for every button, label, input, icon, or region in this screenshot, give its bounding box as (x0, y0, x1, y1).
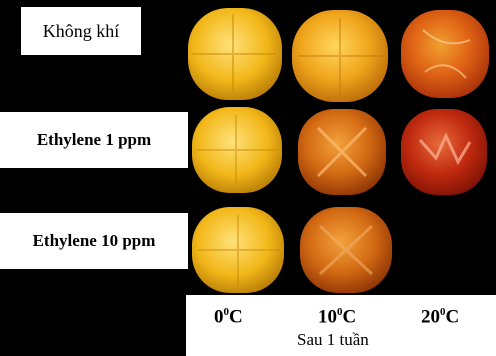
fruit-r3-c2 (300, 207, 392, 293)
fruit-r2-c2 (298, 109, 386, 195)
bottom-label-panel (186, 295, 496, 356)
temperature-label-10c: 100C (318, 306, 357, 328)
temperature-label-0c: 00C (214, 306, 243, 328)
fruit-r1-c2 (292, 10, 388, 102)
fruit-r1-c1 (188, 8, 282, 100)
fruit-r2-c3 (401, 109, 487, 195)
fruit-r3-c1 (192, 207, 284, 293)
row-label-air: Không khí (21, 7, 141, 55)
row-label-ethylene-10ppm: Ethylene 10 ppm (0, 213, 188, 269)
fruit-r1-c3 (401, 10, 489, 98)
row-label-ethylene-1ppm: Ethylene 1 ppm (0, 112, 188, 168)
temperature-label-20c: 200C (421, 306, 460, 328)
fruit-r2-c1 (192, 107, 282, 193)
caption: Sau 1 tuần (297, 330, 369, 349)
